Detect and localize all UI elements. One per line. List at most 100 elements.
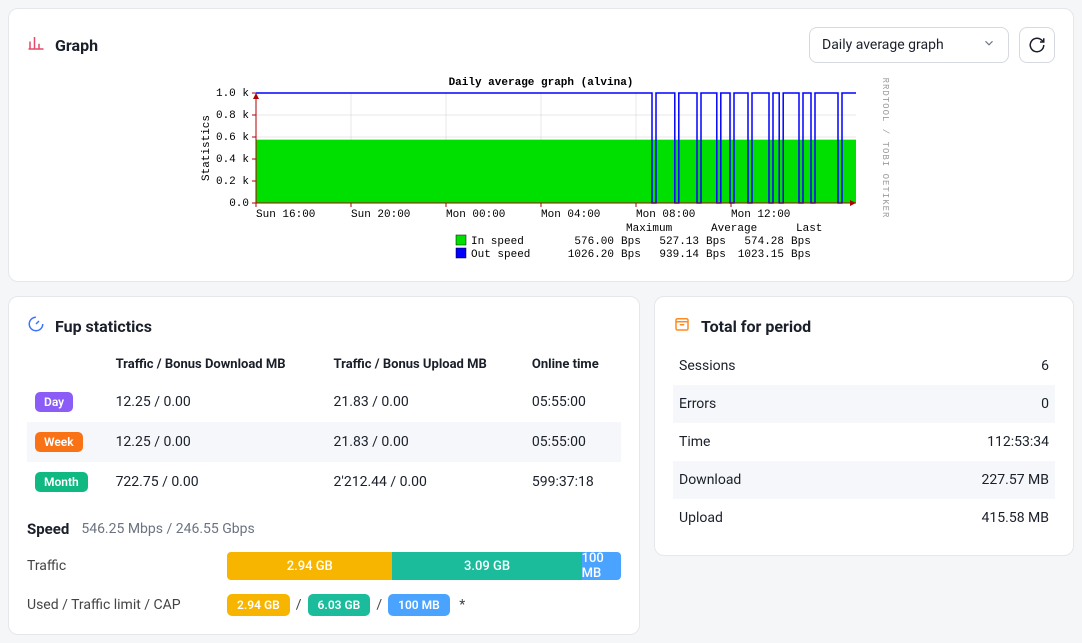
svg-text:Mon 04:00: Mon 04:00 — [541, 209, 600, 221]
gauge-icon — [27, 315, 45, 337]
cell: 2'212.44 / 0.00 — [326, 462, 524, 502]
table-row: Month 722.75 / 0.002'212.44 / 0.00599:37:… — [27, 462, 621, 502]
speed-row: Speed 546.25 Mbps / 246.55 Gbps — [27, 520, 621, 538]
svg-text:576.00: 576.00 — [574, 236, 614, 248]
cell: 21.83 / 0.00 — [326, 422, 524, 462]
svg-text:Bps: Bps — [621, 249, 641, 261]
total-key: Sessions — [679, 358, 736, 374]
speed-value: 546.25 Mbps / 246.55 Gbps — [81, 521, 254, 537]
limit-pill: 2.94 GB — [227, 594, 290, 616]
svg-text:0.2 k: 0.2 k — [216, 176, 249, 188]
svg-text:Sun 16:00: Sun 16:00 — [256, 209, 315, 221]
period-badge: Day — [35, 392, 73, 412]
svg-text:1.0 k: 1.0 k — [216, 88, 249, 100]
totals-list: Sessions 6 Errors0 Time 112:53:34 Download 227… — [673, 347, 1055, 537]
total-row: Errors0 — [673, 385, 1055, 423]
svg-text:Last: Last — [796, 223, 822, 235]
total-title: Total for period — [701, 317, 811, 336]
svg-text:In speed: In speed — [471, 236, 524, 248]
cell: 599:37:18 — [524, 462, 621, 502]
svg-text:0.6 k: 0.6 k — [216, 132, 249, 144]
fup-card: Fup statictics Traffic / Bonus Download … — [8, 296, 640, 635]
cell: 21.83 / 0.00 — [326, 382, 524, 422]
graph-card: Graph Daily average graph Daily average … — [8, 8, 1074, 282]
cell: 05:55:00 — [524, 422, 621, 462]
refresh-icon — [1028, 36, 1046, 54]
total-key: Download — [679, 472, 741, 488]
fup-title: Fup statictics — [55, 317, 152, 336]
table-row: Day 12.25 / 0.0021.83 / 0.0005:55:00 — [27, 382, 621, 422]
total-row: Download 227.57 MB — [673, 461, 1055, 499]
svg-text:Mon 08:00: Mon 08:00 — [636, 209, 695, 221]
speed-label: Speed — [27, 520, 69, 538]
separator: / — [376, 597, 382, 613]
svg-text:1023.15: 1023.15 — [738, 249, 784, 261]
traffic-bar: 2.94 GB3.09 GB100 MB — [227, 552, 621, 580]
fup-col-header — [27, 347, 108, 382]
limit-pills: 2.94 GB/6.03 GB/100 MB * — [227, 594, 471, 616]
period-badge: Week — [35, 432, 83, 452]
graph-header: Graph Daily average graph — [27, 27, 1055, 63]
limit-pill: 100 MB — [388, 594, 450, 616]
table-row: Week 12.25 / 0.0021.83 / 0.0005:55:00 — [27, 422, 621, 462]
traffic-row: Traffic 2.94 GB3.09 GB100 MB — [27, 552, 621, 580]
separator: / — [296, 597, 302, 613]
graph-title: Graph — [55, 36, 98, 55]
total-row: Sessions 6 — [673, 347, 1055, 385]
fup-col-header: Traffic / Bonus Download MB — [108, 347, 326, 382]
graph-title-row: Graph — [27, 34, 98, 56]
traffic-segment: 2.94 GB — [227, 552, 392, 580]
traffic-label: Traffic — [27, 558, 227, 574]
period-badge: Month — [35, 472, 88, 492]
svg-text:Bps: Bps — [621, 236, 641, 248]
total-row: Upload 415.58 MB — [673, 499, 1055, 537]
chevron-down-icon — [982, 36, 996, 54]
cell: 12.25 / 0.00 — [108, 382, 326, 422]
limit-suffix: * — [456, 597, 466, 613]
fup-col-header: Online time — [524, 347, 621, 382]
svg-text:Sun 20:00: Sun 20:00 — [351, 209, 410, 221]
select-value: Daily average graph — [822, 37, 944, 53]
total-value: 6 — [1041, 358, 1049, 374]
total-row: Time 112:53:34 — [673, 423, 1055, 461]
total-value: 112:53:34 — [987, 434, 1049, 450]
svg-text:1026.20: 1026.20 — [568, 249, 614, 261]
chart-container: Daily average graph (alvina) 0.0 0.2 k 0.4 … — [27, 73, 1055, 263]
total-key: Upload — [679, 510, 723, 526]
svg-text:Bps: Bps — [791, 249, 811, 261]
svg-text:527.13: 527.13 — [659, 236, 699, 248]
cell: 05:55:00 — [524, 382, 621, 422]
graph-controls: Daily average graph — [809, 27, 1055, 63]
total-value: 227.57 MB — [982, 472, 1049, 488]
svg-text:Mon 00:00: Mon 00:00 — [446, 209, 505, 221]
refresh-button[interactable] — [1019, 27, 1055, 63]
svg-text:RRDTOOL / TOBI OETIKER: RRDTOOL / TOBI OETIKER — [880, 78, 890, 219]
total-value: 0 — [1041, 396, 1049, 412]
svg-text:0.8 k: 0.8 k — [216, 110, 249, 122]
svg-text:Mon 12:00: Mon 12:00 — [731, 209, 790, 221]
traffic-segment: 3.09 GB — [392, 552, 581, 580]
limit-row: Used / Traffic limit / CAP 2.94 GB/6.03 … — [27, 594, 621, 616]
total-value: 415.58 MB — [982, 510, 1049, 526]
svg-text:Bps: Bps — [706, 236, 726, 248]
chart: Daily average graph (alvina) 0.0 0.2 k 0.4 … — [191, 73, 891, 263]
svg-text:0.4 k: 0.4 k — [216, 154, 249, 166]
svg-text:0.0: 0.0 — [229, 198, 249, 210]
traffic-segment: 100 MB — [582, 552, 621, 580]
calendar-icon — [673, 315, 691, 337]
cell: 722.75 / 0.00 — [108, 462, 326, 502]
svg-text:Statistics: Statistics — [201, 115, 213, 181]
svg-text:Bps: Bps — [706, 249, 726, 261]
svg-text:939.14: 939.14 — [659, 249, 699, 261]
limit-label: Used / Traffic limit / CAP — [27, 597, 227, 613]
graph-type-select[interactable]: Daily average graph — [809, 27, 1009, 63]
svg-text:Average: Average — [711, 223, 757, 235]
total-title-row: Total for period — [673, 315, 1055, 337]
svg-text:Daily average graph (alvina): Daily average graph (alvina) — [449, 77, 634, 89]
total-key: Time — [679, 434, 710, 450]
svg-text:Maximum: Maximum — [626, 223, 673, 235]
cell: 12.25 / 0.00 — [108, 422, 326, 462]
fup-title-row: Fup statictics — [27, 315, 621, 337]
total-card: Total for period Sessions 6 Errors0 Time 112… — [654, 296, 1074, 556]
svg-text:Bps: Bps — [791, 236, 811, 248]
